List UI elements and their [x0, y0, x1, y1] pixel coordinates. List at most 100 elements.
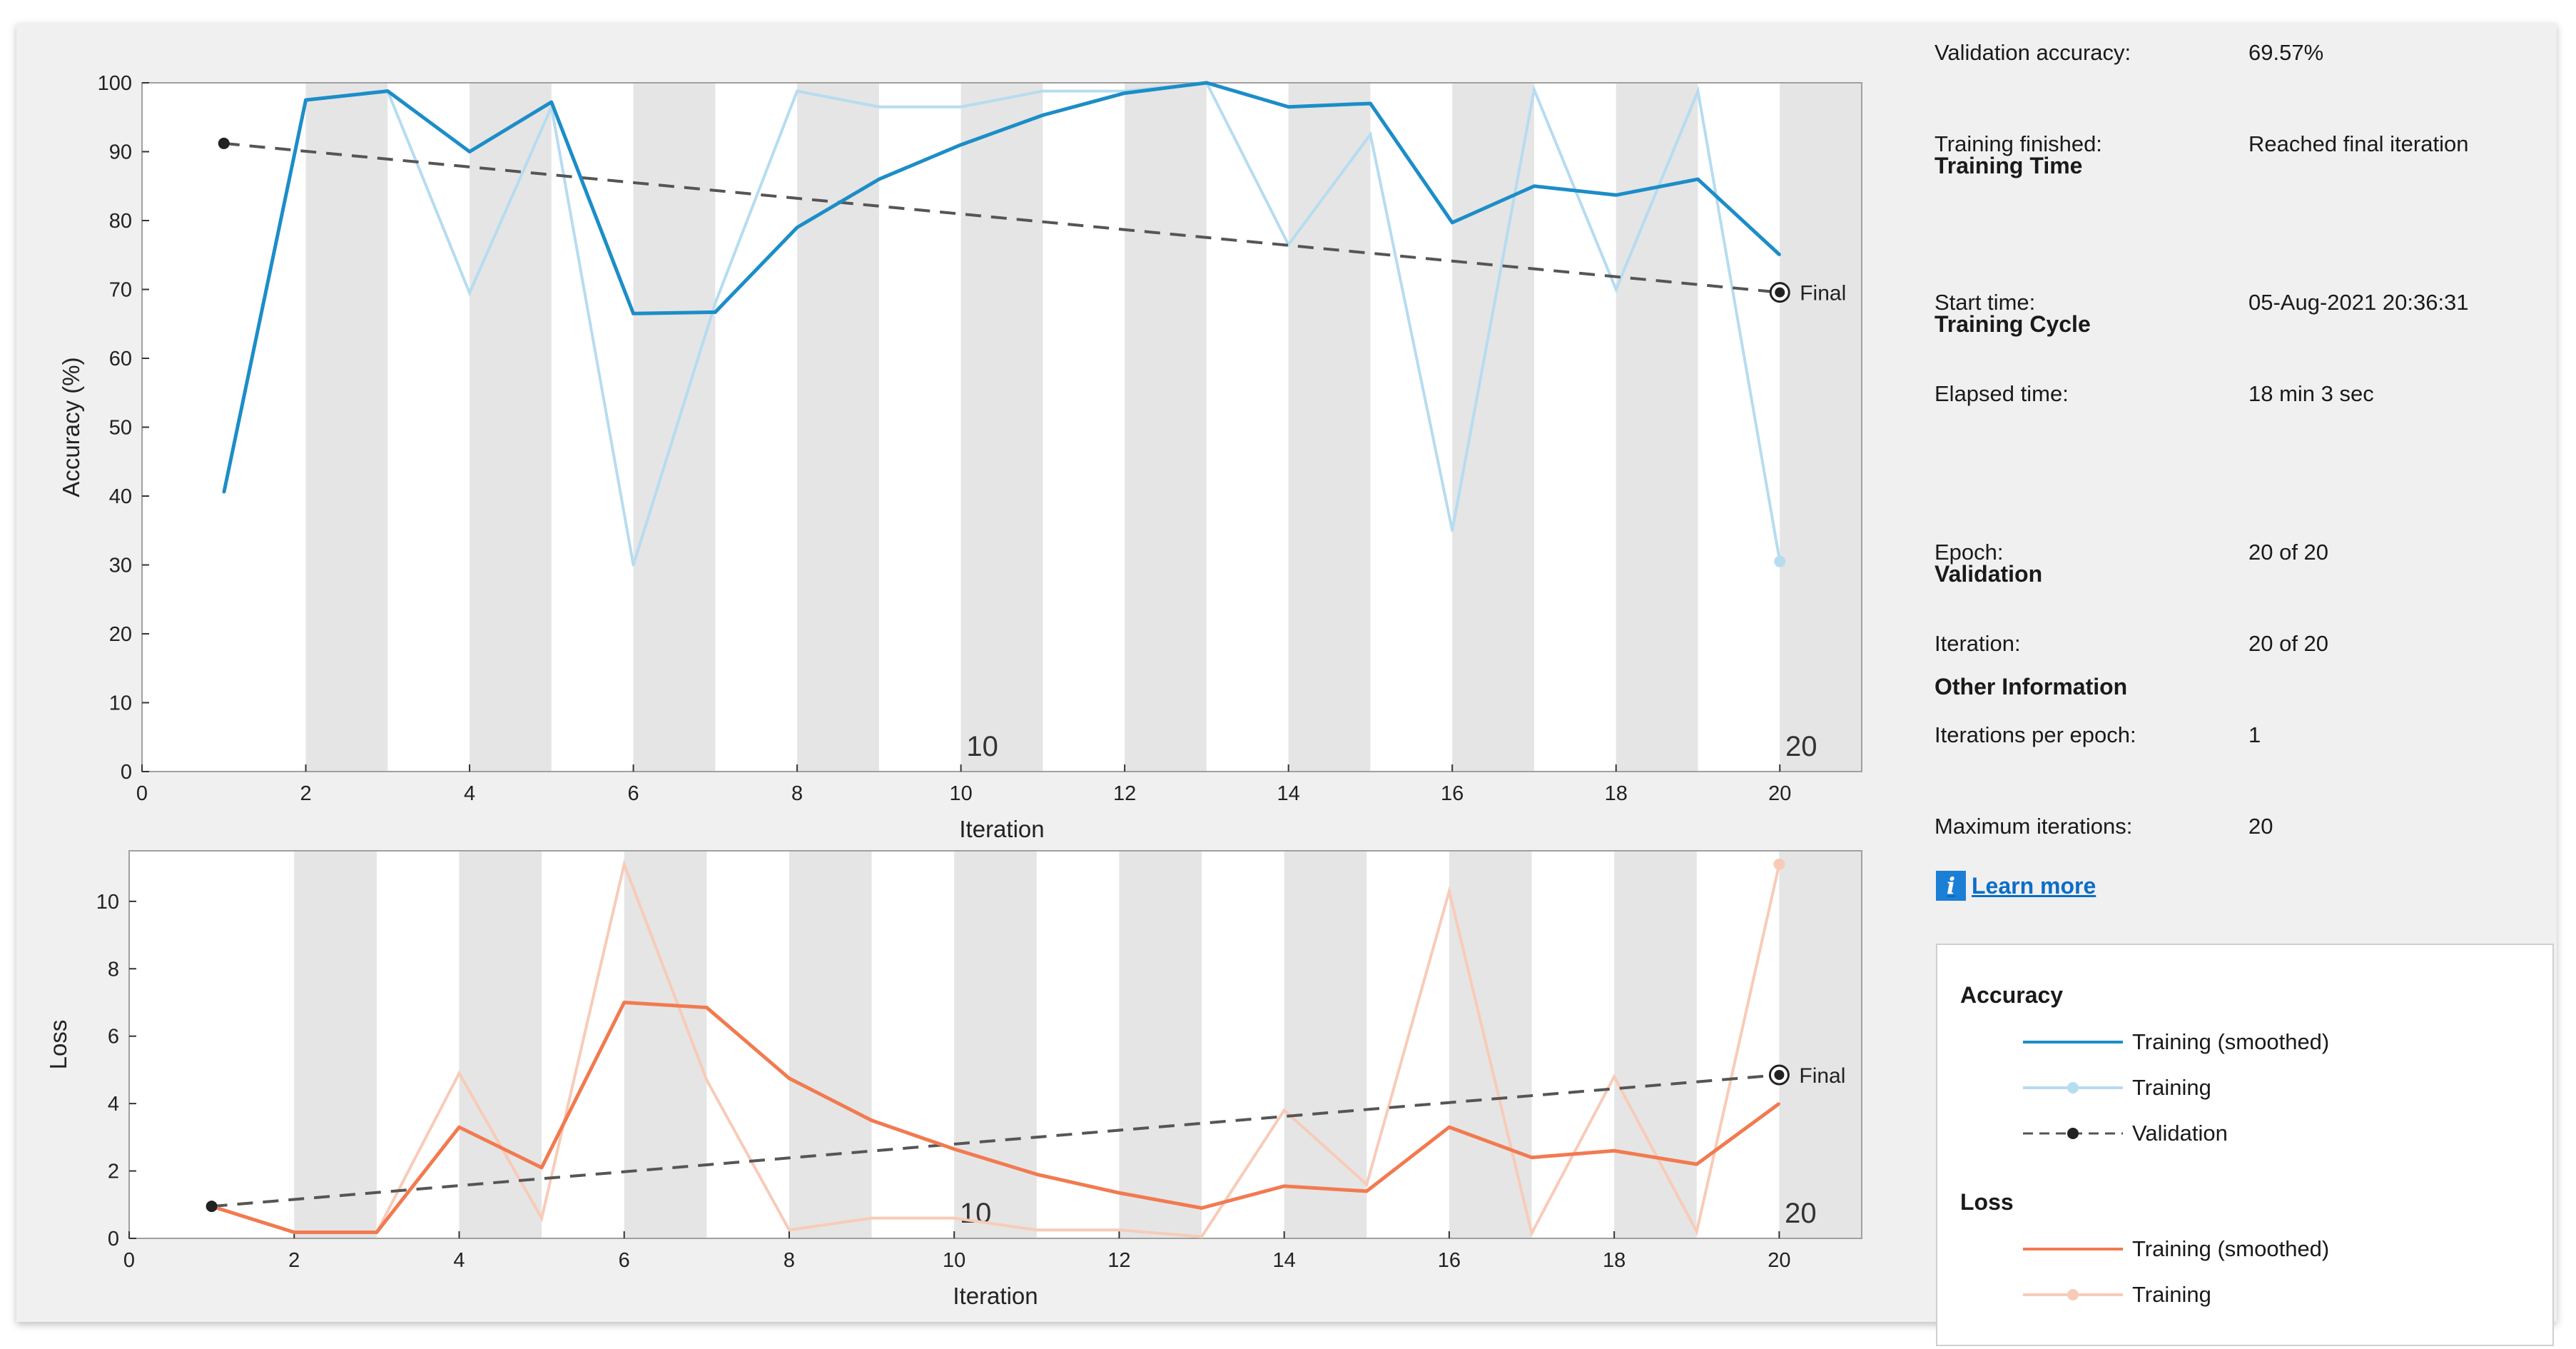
training-point [1613, 1075, 1616, 1078]
training-point [1530, 1231, 1533, 1235]
smoothed-point [796, 226, 798, 229]
training-point [870, 1216, 873, 1220]
smoothed-point [550, 101, 553, 103]
info-section-heading: Other Information [1934, 674, 2128, 699]
training-point [1451, 529, 1454, 532]
final-label: Final [1800, 282, 1846, 305]
series-validation-line [211, 1073, 1780, 1208]
legend-swatch-accuracy-training [2023, 1082, 2123, 1093]
epoch-band [305, 83, 388, 772]
smoothed-point [386, 90, 389, 93]
epoch-band [1779, 851, 1862, 1238]
training-point [787, 1228, 791, 1232]
series-smoothed-line [211, 1000, 1780, 1235]
epoch-band [1614, 851, 1697, 1238]
smoothed-point [468, 151, 471, 153]
smoothed-point [305, 98, 308, 101]
y-tick-label: 90 [109, 141, 132, 164]
training-point [1773, 858, 1785, 870]
smoothed-point [1451, 221, 1454, 224]
training-point [1041, 89, 1045, 93]
smoothed-point [878, 178, 881, 181]
training-point [1532, 88, 1536, 91]
x-tick-label: 10 [949, 782, 972, 805]
y-tick-label: 0 [121, 761, 132, 784]
legend-entry-accuracy-training: Training [2019, 1073, 2211, 1102]
training-point [1696, 89, 1700, 93]
smoothed-point [1695, 1163, 1698, 1166]
legend-accuracy-title: Accuracy [1960, 982, 2064, 1008]
x-tick-label: 12 [1113, 782, 1136, 805]
info-key: Elapsed time: [1934, 381, 2069, 406]
legend-label: Validation [2132, 1121, 2228, 1146]
x-axis-label: Iteration [959, 816, 1044, 842]
training-point [714, 301, 717, 305]
legend-swatch-loss-training [2023, 1289, 2123, 1300]
training-point [1774, 555, 1786, 567]
learn-more-link[interactable]: i Learn more [1936, 871, 2096, 901]
y-axis-label: Accuracy (%) [58, 357, 84, 497]
info-rows: Validation accuracy: 69.57% Training finis… [1927, 23, 2557, 1338]
epoch-label: 20 [1785, 1198, 1817, 1229]
smoothed-point [1287, 106, 1290, 108]
smoothed-point [705, 1006, 708, 1009]
training-point [1035, 1228, 1038, 1232]
legend-label: Training (smoothed) [2132, 1029, 2330, 1054]
smoothed-point [632, 312, 635, 315]
final-marker-dot [1774, 1069, 1785, 1080]
y-tick-label: 10 [96, 891, 119, 914]
learn-more-label[interactable]: Learn more [1972, 872, 2096, 899]
epoch-band [1125, 83, 1207, 772]
info-row: Iterations per epoch: 1 [1934, 712, 2548, 758]
validation-point [206, 1201, 218, 1213]
x-tick-label: 18 [1605, 782, 1628, 805]
x-tick-label: 14 [1277, 782, 1300, 805]
training-point [877, 105, 881, 108]
legend-swatch-loss-smoothed [2023, 1248, 2123, 1251]
epoch-band [1616, 83, 1698, 772]
info-row: Elapsed time: 18 min 3 sec [1934, 371, 2548, 417]
smoothed-point [1448, 1126, 1451, 1128]
info-value: 20 of 20 [2248, 631, 2329, 656]
y-axis-label: Loss [45, 1020, 71, 1070]
epoch-band [633, 83, 716, 772]
info-key: Maximum iterations: [1934, 814, 2133, 839]
x-tick-label: 14 [1273, 1249, 1296, 1272]
smoothed-point [1613, 1149, 1616, 1152]
training-point [457, 1071, 461, 1075]
smoothed-point [457, 1126, 460, 1128]
y-tick-label: 50 [109, 417, 132, 440]
smoothed-point [1696, 178, 1699, 181]
y-tick-label: 30 [109, 555, 132, 577]
epoch-band [1780, 83, 1862, 772]
info-key: Training finished: [1934, 131, 2102, 156]
training-point [468, 291, 472, 295]
epoch-label: 10 [966, 731, 998, 762]
y-tick-label: 8 [108, 958, 119, 981]
x-axis-label: Iteration [953, 1283, 1038, 1309]
training-point [622, 862, 626, 866]
x-tick-label: 20 [1768, 782, 1791, 805]
y-tick-label: 70 [109, 279, 132, 302]
y-tick-label: 80 [109, 210, 132, 233]
smoothed-point [953, 1148, 955, 1151]
smoothed-point [623, 1001, 626, 1004]
x-tick-label: 4 [464, 782, 475, 805]
smoothed-point [1200, 1207, 1203, 1210]
info-row: Maximum iterations: 20 [1934, 804, 2548, 849]
smoothed-point [1369, 102, 1371, 105]
smoothed-point [375, 1231, 378, 1234]
legend-label: Training [2132, 1075, 2211, 1100]
smoothed-point [871, 1119, 873, 1122]
training-point [1365, 1183, 1369, 1186]
x-tick-label: 6 [619, 1249, 630, 1272]
x-tick-label: 0 [136, 782, 148, 805]
smoothed-point [960, 143, 963, 146]
x-tick-label: 0 [123, 1249, 135, 1272]
smoothed-point [1205, 81, 1208, 84]
epoch-band [960, 83, 1043, 772]
info-section-heading: Training Time [1934, 153, 2083, 178]
legend-swatch-accuracy-smoothed [2023, 1041, 2123, 1044]
info-panel: Validation accuracy: 69.57% Training finis… [1927, 23, 2557, 1346]
smoothed-point [1778, 253, 1781, 256]
